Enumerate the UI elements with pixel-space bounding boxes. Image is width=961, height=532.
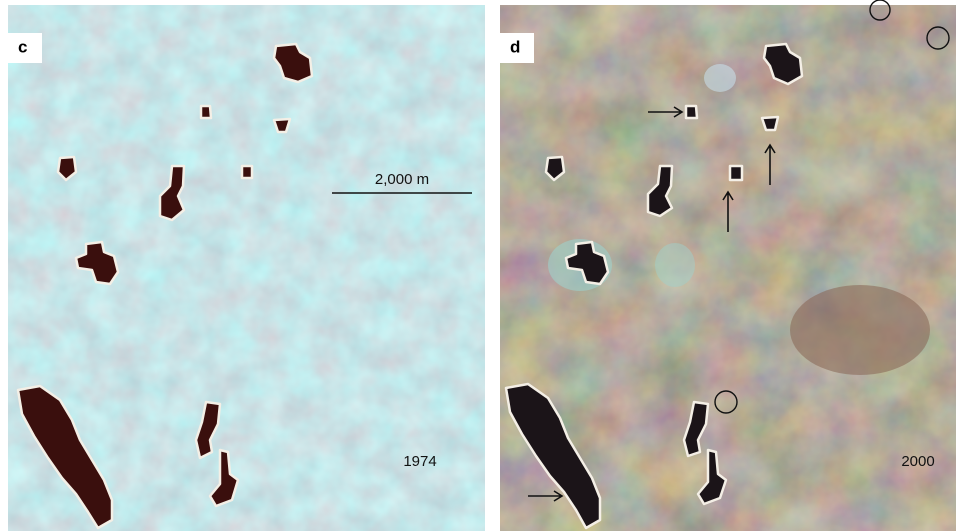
panel-label: c: [18, 37, 27, 56]
panel-d: 2000 d: [500, 0, 956, 531]
image-patch: [704, 64, 736, 92]
lake: [762, 117, 778, 130]
image-patch: [655, 243, 695, 287]
lake: [201, 106, 211, 118]
lake: [730, 166, 742, 180]
panel-label: d: [510, 37, 520, 56]
panel-c: 2,000 m 1974 c: [8, 5, 485, 531]
year-label: 2000: [901, 453, 934, 470]
lake: [686, 106, 697, 118]
figure: 2,000 m 1974 c 2000 d: [0, 0, 961, 532]
year-label: 1974: [403, 453, 436, 470]
lake: [242, 166, 252, 178]
scale-label: 2,000 m: [375, 171, 429, 188]
lake: [274, 119, 290, 132]
image-patch: [790, 285, 930, 375]
